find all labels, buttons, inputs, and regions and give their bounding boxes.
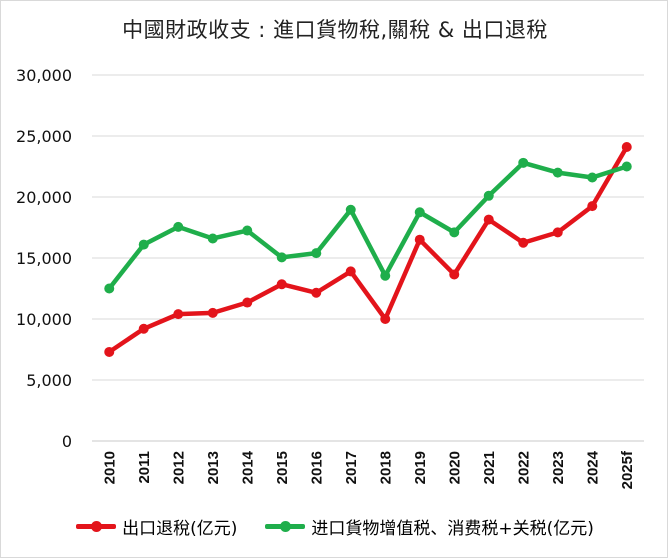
y-tick-label: 20,000 bbox=[16, 188, 72, 207]
data-point-1-11 bbox=[483, 190, 494, 201]
data-point-0-12 bbox=[518, 237, 529, 248]
y-axis-tick-labels: 0 5,000 10,000 15,000 20,000 25,000 30,000 bbox=[16, 66, 72, 451]
data-point-1-9 bbox=[414, 207, 425, 218]
x-tick-label: 2025f bbox=[619, 450, 636, 489]
legend-label-export-rebate: 出口退稅(亿元) bbox=[122, 519, 238, 539]
data-point-0-5 bbox=[276, 279, 287, 290]
x-tick-label: 2014 bbox=[239, 450, 256, 484]
data-point-1-6 bbox=[311, 248, 322, 259]
gridlines bbox=[92, 74, 644, 442]
data-point-1-5 bbox=[276, 252, 287, 263]
chart-title: 中國財政收支 : 進口貨物稅,關稅 & 出口退稅 bbox=[122, 18, 548, 42]
data-point-0-8 bbox=[380, 314, 391, 324]
series-lines bbox=[104, 141, 632, 357]
legend-item-import-tax: 进口貨物增值税、消费税+关税(亿元) bbox=[265, 514, 594, 539]
data-point-1-4 bbox=[242, 225, 253, 236]
data-point-1-7 bbox=[345, 204, 356, 215]
x-tick-label: 2012 bbox=[170, 451, 187, 484]
data-point-0-7 bbox=[345, 266, 356, 277]
data-point-0-15 bbox=[621, 141, 632, 152]
y-tick-label: 15,000 bbox=[16, 249, 72, 268]
data-point-1-8 bbox=[380, 270, 391, 281]
x-tick-label: 2021 bbox=[481, 451, 498, 484]
data-point-0-1 bbox=[138, 323, 149, 334]
legend-item-export-rebate: 出口退稅(亿元) bbox=[76, 514, 237, 539]
data-point-1-15 bbox=[621, 161, 632, 172]
y-tick-label: 30,000 bbox=[16, 66, 72, 85]
x-tick-label: 2024 bbox=[584, 450, 601, 484]
data-point-0-4 bbox=[242, 297, 253, 308]
data-point-1-2 bbox=[173, 221, 184, 232]
data-point-0-10 bbox=[449, 269, 460, 280]
y-tick-label: 25,000 bbox=[16, 127, 72, 146]
data-point-1-12 bbox=[518, 157, 529, 168]
y-tick-label: 0 bbox=[62, 432, 72, 451]
legend-swatch-import-tax bbox=[265, 521, 306, 532]
x-tick-label: 2018 bbox=[377, 451, 394, 484]
legend-label-import-tax: 进口貨物增值税、消费税+关税(亿元) bbox=[311, 519, 594, 539]
x-tick-label: 2019 bbox=[412, 451, 429, 484]
data-point-1-3 bbox=[207, 233, 218, 244]
series-line-0 bbox=[107, 144, 629, 355]
data-point-0-0 bbox=[104, 346, 115, 357]
y-tick-label: 10,000 bbox=[16, 310, 72, 329]
x-tick-label: 2013 bbox=[205, 451, 222, 484]
chart-legend: 出口退稅(亿元) 进口貨物增值税、消费税+关税(亿元) bbox=[0, 514, 670, 539]
data-point-0-3 bbox=[207, 307, 218, 318]
legend-swatch-export-rebate bbox=[76, 521, 117, 532]
x-tick-label: 2011 bbox=[136, 451, 153, 484]
data-point-0-9 bbox=[414, 234, 425, 245]
x-tick-label: 2015 bbox=[274, 451, 291, 484]
data-point-1-13 bbox=[552, 167, 563, 178]
x-tick-label: 2016 bbox=[308, 451, 325, 484]
data-point-0-2 bbox=[173, 309, 184, 320]
data-point-0-11 bbox=[483, 214, 494, 225]
data-point-0-6 bbox=[311, 287, 322, 298]
x-tick-label: 2022 bbox=[515, 451, 532, 484]
x-tick-label: 2023 bbox=[550, 451, 567, 484]
x-tick-label: 2017 bbox=[343, 451, 360, 484]
data-point-1-1 bbox=[138, 239, 149, 250]
y-tick-label: 5,000 bbox=[26, 371, 72, 390]
x-axis-tick-labels: 2010 2011 2012 2013 2014 2015 2016 2017 2018 2019… bbox=[101, 450, 636, 489]
x-tick-label: 2010 bbox=[101, 451, 118, 484]
data-point-1-0 bbox=[104, 283, 115, 294]
data-point-1-10 bbox=[449, 227, 460, 238]
series-line-1 bbox=[107, 160, 629, 291]
data-point-1-14 bbox=[587, 172, 598, 183]
data-point-0-13 bbox=[552, 227, 563, 238]
x-tick-label: 2020 bbox=[446, 451, 463, 484]
data-point-0-14 bbox=[587, 201, 598, 212]
